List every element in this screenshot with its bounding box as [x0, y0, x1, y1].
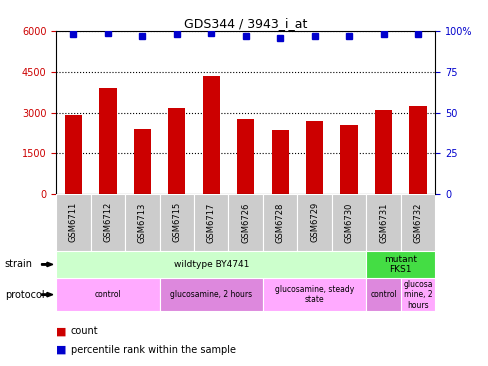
Text: ■: ■: [56, 326, 66, 336]
Text: count: count: [71, 326, 98, 336]
Text: GSM6730: GSM6730: [344, 202, 353, 243]
Text: ■: ■: [56, 344, 66, 355]
Text: GSM6712: GSM6712: [103, 202, 112, 242]
Bar: [65, 115, 82, 194]
Text: GSM6729: GSM6729: [309, 202, 319, 242]
FancyBboxPatch shape: [366, 194, 400, 251]
Text: GSM6728: GSM6728: [275, 202, 284, 243]
Bar: [237, 119, 254, 194]
FancyBboxPatch shape: [366, 278, 400, 311]
Text: glucosamine, 2 hours: glucosamine, 2 hours: [170, 290, 252, 299]
Text: glucosa
mine, 2
hours: glucosa mine, 2 hours: [403, 280, 432, 310]
Bar: [271, 130, 288, 194]
Text: GSM6715: GSM6715: [172, 202, 181, 242]
Text: glucosamine, steady
state: glucosamine, steady state: [274, 285, 353, 305]
FancyBboxPatch shape: [125, 194, 159, 251]
FancyBboxPatch shape: [56, 194, 90, 251]
FancyBboxPatch shape: [297, 194, 331, 251]
Bar: [374, 110, 391, 194]
FancyBboxPatch shape: [159, 194, 194, 251]
Text: GSM6717: GSM6717: [206, 202, 215, 243]
Bar: [99, 88, 116, 194]
FancyBboxPatch shape: [56, 278, 159, 311]
Bar: [134, 129, 151, 194]
FancyBboxPatch shape: [400, 278, 434, 311]
Text: control: control: [369, 290, 396, 299]
Text: GSM6711: GSM6711: [69, 202, 78, 242]
Text: GSM6713: GSM6713: [138, 202, 146, 243]
FancyBboxPatch shape: [331, 194, 366, 251]
Bar: [168, 108, 185, 194]
FancyBboxPatch shape: [263, 194, 297, 251]
FancyBboxPatch shape: [90, 194, 125, 251]
Bar: [305, 121, 323, 194]
Text: GSM6732: GSM6732: [413, 202, 422, 243]
FancyBboxPatch shape: [400, 194, 434, 251]
FancyBboxPatch shape: [159, 278, 263, 311]
Text: mutant
FKS1: mutant FKS1: [384, 255, 416, 274]
Bar: [408, 106, 426, 194]
FancyBboxPatch shape: [56, 251, 366, 278]
Text: percentile rank within the sample: percentile rank within the sample: [71, 344, 235, 355]
Text: GSM6726: GSM6726: [241, 202, 250, 243]
Text: wildtype BY4741: wildtype BY4741: [173, 260, 248, 269]
FancyBboxPatch shape: [194, 194, 228, 251]
Bar: [340, 125, 357, 194]
Title: GDS344 / 3943_i_at: GDS344 / 3943_i_at: [183, 17, 307, 30]
FancyBboxPatch shape: [366, 251, 434, 278]
Text: GSM6731: GSM6731: [378, 202, 387, 243]
Text: protocol: protocol: [5, 290, 44, 300]
Text: strain: strain: [5, 259, 33, 269]
FancyBboxPatch shape: [263, 278, 366, 311]
Bar: [202, 76, 220, 194]
FancyBboxPatch shape: [228, 194, 263, 251]
Text: control: control: [94, 290, 121, 299]
